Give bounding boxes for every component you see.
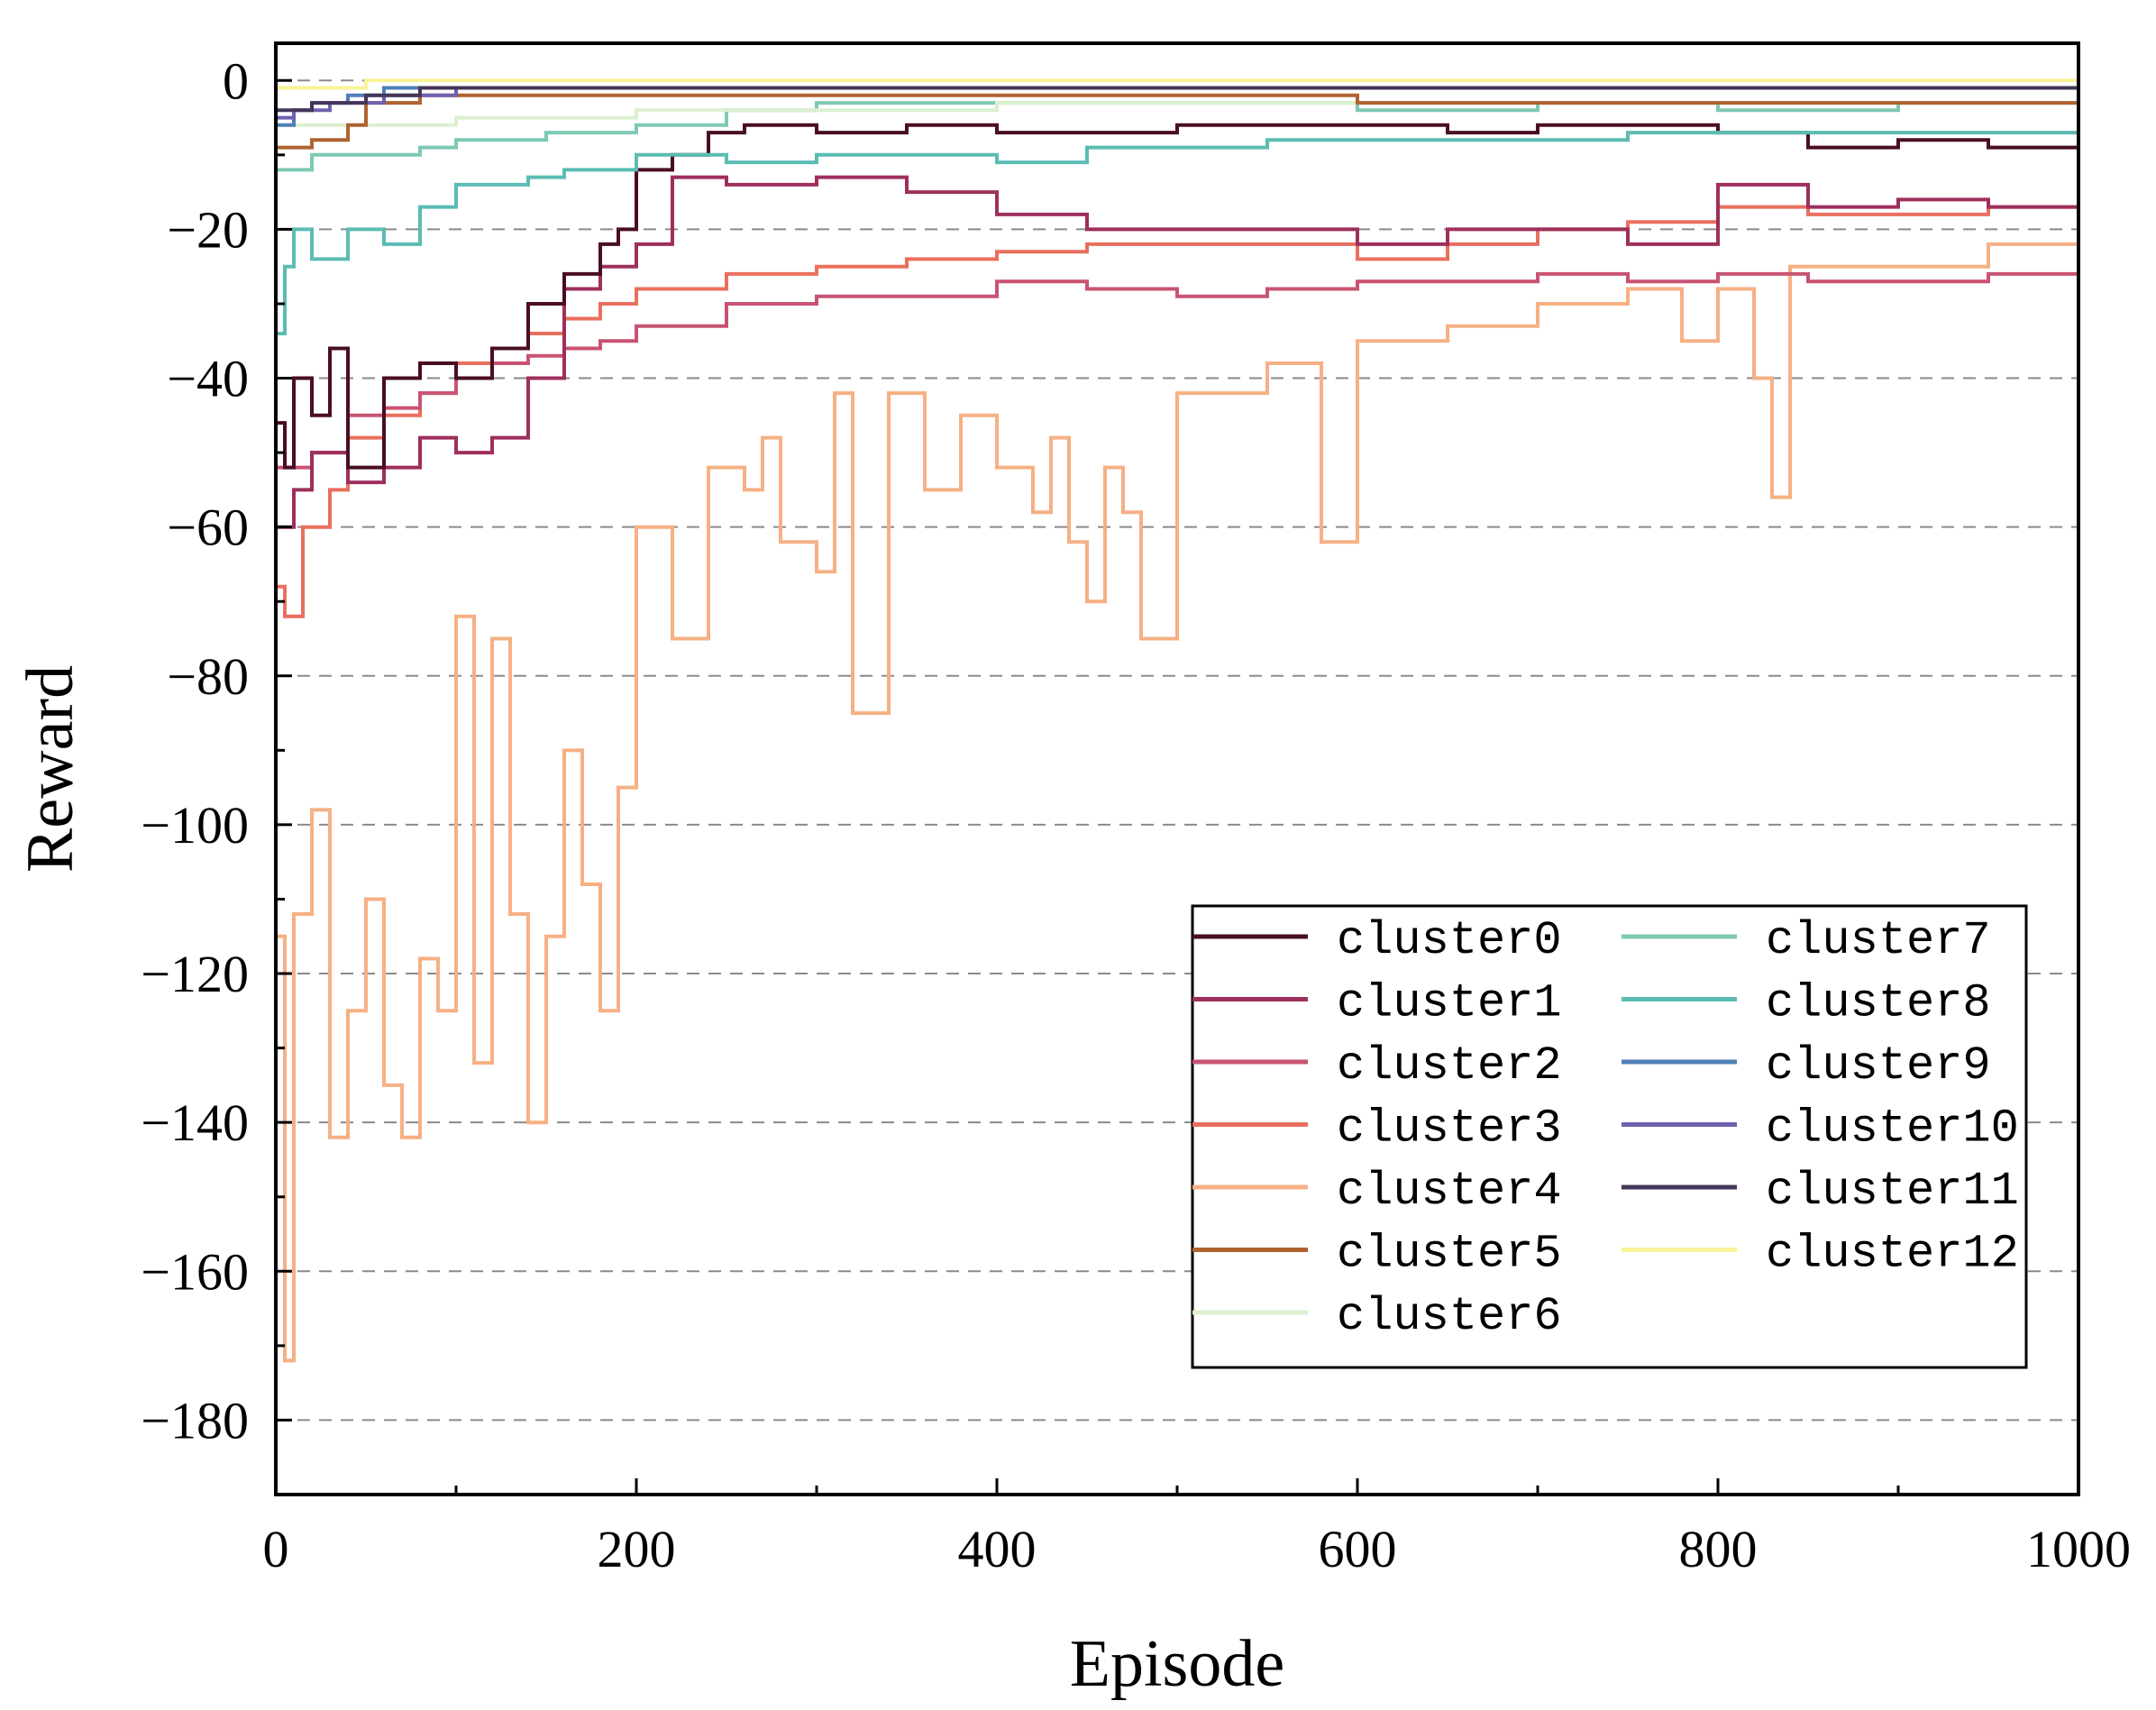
- x-tick-label: 0: [263, 1520, 289, 1578]
- x-tick-label: 600: [1319, 1520, 1397, 1578]
- legend-label-cluster10: cluster10: [1766, 1102, 2019, 1156]
- series-line-cluster3: [276, 199, 2080, 618]
- y-tick-label: −80: [167, 647, 249, 706]
- axis-ticks: 0 200 400 600 800 1000 0 −20 −40 −60 −80 −100 −120 −1…: [141, 51, 2131, 1578]
- x-tick-label: 400: [958, 1520, 1037, 1578]
- y-tick-label: −160: [141, 1242, 249, 1301]
- series-lines: [276, 78, 2080, 1363]
- y-tick-label: −40: [167, 350, 249, 408]
- legend-label-cluster0: cluster0: [1337, 914, 1562, 967]
- series-line-cluster8: [276, 131, 2078, 335]
- y-tick-label: −20: [167, 200, 249, 259]
- series-line-cluster5: [276, 93, 2080, 150]
- x-tick-label: 1000: [2026, 1520, 2131, 1578]
- legend-label-cluster7: cluster7: [1766, 914, 1991, 967]
- series-line-cluster11: [276, 86, 2078, 113]
- y-tick-label: 0: [223, 51, 249, 110]
- x-axis-title: Episode: [1070, 1627, 1284, 1701]
- series-line-cluster1: [276, 175, 2080, 529]
- x-tick-label: 800: [1679, 1520, 1758, 1578]
- legend-label-cluster11: cluster11: [1766, 1165, 2019, 1218]
- y-tick-label: −180: [141, 1391, 249, 1449]
- legend-label-cluster2: cluster2: [1337, 1039, 1562, 1093]
- legend-label-cluster1: cluster1: [1337, 977, 1562, 1030]
- legend-label-cluster4: cluster4: [1337, 1165, 1562, 1218]
- y-tick-label: −60: [167, 498, 249, 557]
- legend-box: [1191, 904, 2028, 1369]
- y-tick-label: −140: [141, 1093, 249, 1152]
- legend-label-cluster3: cluster3: [1337, 1102, 1562, 1156]
- x-tick-label: 200: [598, 1520, 676, 1578]
- y-tick-label: −100: [141, 796, 249, 855]
- legend-label-cluster5: cluster5: [1337, 1228, 1562, 1281]
- series-line-cluster12: [276, 78, 2078, 90]
- series-line-cluster2: [276, 271, 2080, 470]
- y-tick-label: −120: [141, 945, 249, 1003]
- y-axis-title: Reward: [14, 665, 87, 873]
- legend: cluster0 cluster1 cluster2 cluster3 cluster4…: [1191, 904, 2028, 1369]
- legend-label-cluster6: cluster6: [1337, 1290, 1562, 1343]
- legend-label-cluster9: cluster9: [1766, 1039, 1991, 1093]
- series-line-cluster4: [276, 214, 2080, 1363]
- legend-label-cluster8: cluster8: [1766, 977, 1991, 1030]
- legend-label-cluster12: cluster12: [1766, 1228, 2019, 1281]
